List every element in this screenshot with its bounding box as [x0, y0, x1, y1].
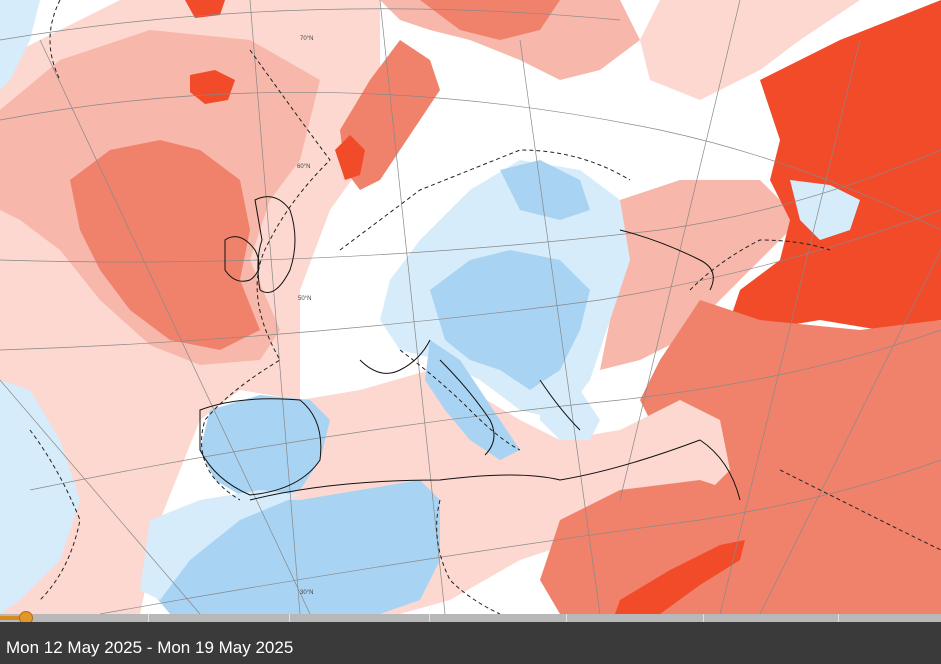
italy-cool: [425, 340, 520, 460]
lon-line-w10: [249, 0, 301, 614]
contour-5: [689, 239, 831, 291]
norway-strong: [335, 135, 365, 180]
lat-line-60: [0, 91, 941, 231]
north-africa-pale-cool: [140, 490, 300, 600]
lon-line-w20: [39, 39, 311, 614]
northeast-pale-warm: [640, 0, 860, 100]
contour-3: [339, 149, 631, 251]
britain-coast: [254, 196, 296, 293]
graticule: [0, 0, 941, 614]
iberia-coast: [199, 398, 322, 496]
contour-7: [436, 499, 501, 614]
southwest-cool: [0, 380, 80, 614]
atlantic-warm-core: [70, 140, 260, 350]
lat-line-50: [0, 209, 941, 351]
italy-coast: [439, 359, 495, 456]
north-africa-coast: [249, 439, 741, 501]
lat60-label: 60°N: [297, 164, 310, 170]
timeline-tick: [429, 614, 430, 622]
lat-line-70: [0, 8, 621, 41]
sahara-strong: [615, 540, 745, 614]
lon-line-e40: [719, 39, 861, 614]
lat50-label: 50°N: [298, 296, 311, 302]
timeline-tick: [289, 614, 290, 622]
lon-line-e50: [759, 249, 941, 614]
timeline-tick: [566, 614, 567, 622]
southeast-warm: [640, 300, 941, 614]
lon-line-e30: [619, 0, 741, 501]
greenland-strong: [185, 0, 225, 18]
east-strong-warm: [730, 0, 941, 330]
lon-line-0: [379, 0, 446, 614]
contour-8: [779, 469, 941, 551]
north-pale-warm: [380, 0, 640, 80]
timeline-tick: [148, 614, 149, 622]
lon-line-e10: [519, 39, 601, 614]
lat70-label: 70°N: [300, 36, 313, 42]
sahara-warm: [540, 480, 860, 614]
timeline-bar[interactable]: [0, 611, 941, 625]
west-cool: [0, 0, 40, 90]
france-coast: [359, 339, 431, 374]
map-canvas: 70°N 60°N 50°N 30°N: [0, 0, 941, 614]
timeline-tick: [838, 614, 839, 622]
lon-line-w30: [0, 379, 201, 614]
lat30-label: 30°N: [300, 590, 313, 596]
greece-pale-cool: [540, 380, 600, 440]
anomaly-contours: [29, 0, 941, 614]
lat-line-55: [0, 149, 941, 263]
central-europe-cool: [430, 250, 590, 390]
poland-cool: [500, 160, 590, 220]
lat-line-30: [99, 459, 941, 614]
date-range-label: Mon 12 May 2025 - Mon 19 May 2025: [6, 638, 294, 657]
lat-line-40: [29, 329, 941, 491]
contour-1: [49, 0, 61, 81]
caspian-pale-cool: [790, 180, 860, 240]
black-sea-coast: [619, 229, 714, 291]
contour-2: [201, 49, 331, 501]
scandinavia-warm: [340, 40, 440, 190]
timeline-tick: [703, 614, 704, 622]
iberia-cool: [200, 395, 330, 500]
anomaly-map: 70°N 60°N 50°N 30°N: [0, 0, 941, 614]
balkans-coast: [539, 379, 581, 431]
contour-4: [399, 349, 521, 451]
contour-6: [29, 429, 81, 601]
coastlines: [199, 196, 741, 501]
east-pale-warm: [600, 180, 800, 370]
timeline-progress: [0, 616, 26, 620]
footer-bar: Mon 12 May 2025 - Mon 19 May 2025: [0, 622, 941, 664]
